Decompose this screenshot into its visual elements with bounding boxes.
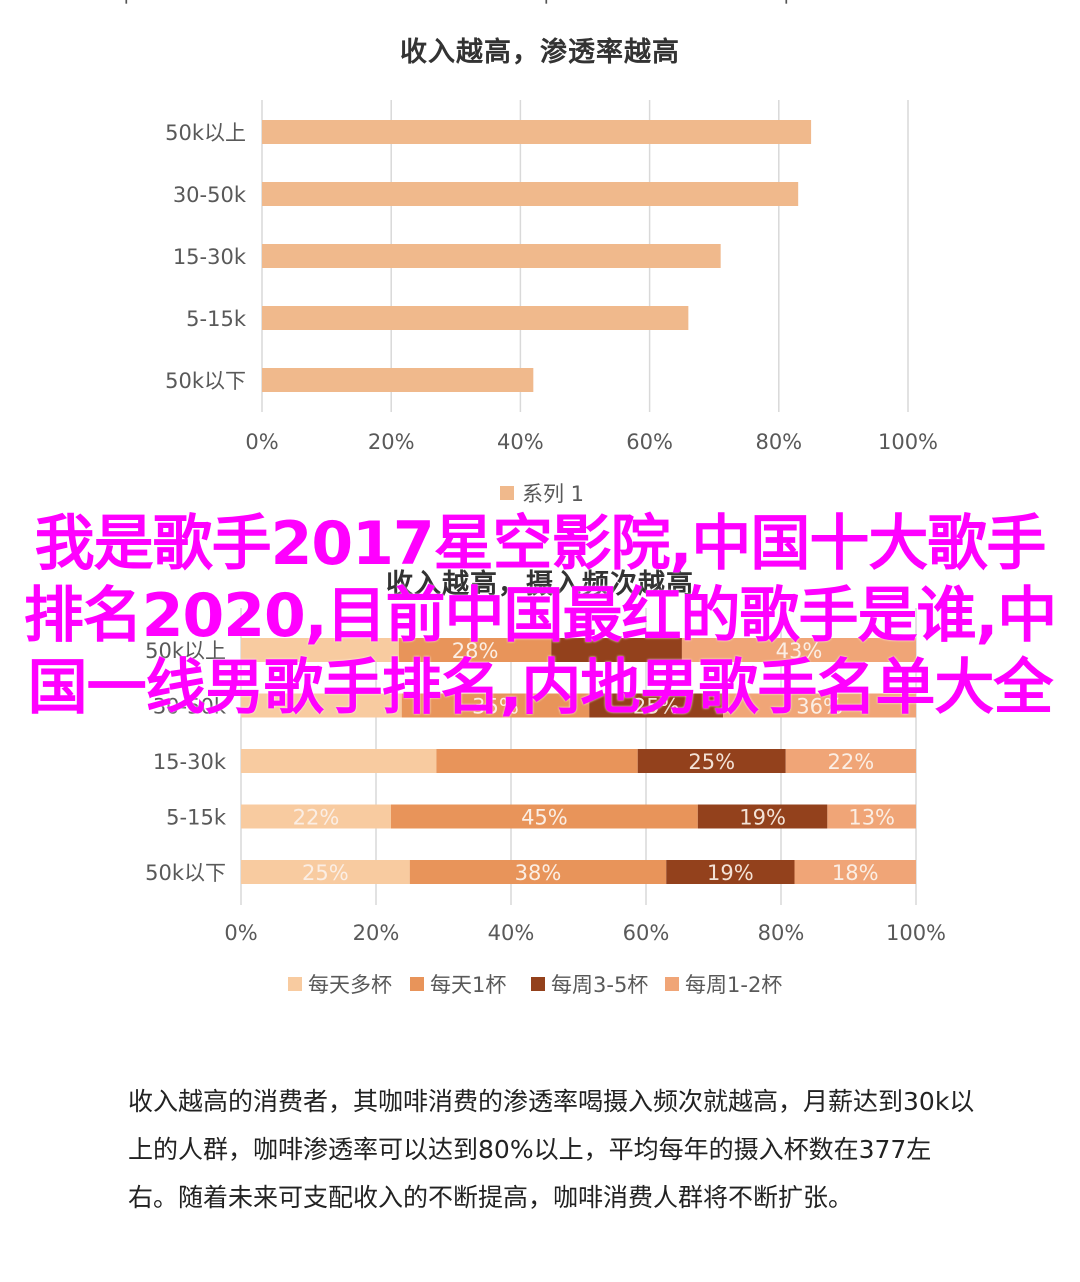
- legend-label: 每天多杯: [308, 973, 392, 997]
- data-label: 43%: [776, 639, 823, 663]
- bar: [262, 244, 721, 268]
- bar: [262, 306, 689, 330]
- x-tick-label: 100%: [886, 921, 946, 945]
- y-category-label: 30-50k: [173, 183, 247, 207]
- legend-swatch: [531, 977, 545, 991]
- stacked-segment: [241, 749, 437, 773]
- stacked-segment: [637, 749, 786, 773]
- stacked-segment: [241, 804, 391, 829]
- chart1-title: 收入越高，渗透率越高: [400, 37, 680, 68]
- y-category-label: 15-30k: [173, 245, 247, 269]
- x-tick-label: 80%: [755, 430, 802, 454]
- stacked-segment: [409, 860, 667, 884]
- data-label: 22%: [293, 806, 340, 830]
- y-category-label: 5-15k: [186, 307, 247, 331]
- data-label: 22%: [828, 750, 875, 774]
- legend-label: 系列 1: [522, 482, 584, 506]
- x-tick-label: 100%: [878, 430, 938, 454]
- cropped-text-fragment: ᅵ ᅵ ᅵ: [0, 0, 1080, 14]
- overlay-headline: 我是歌手2017星空影院,中国十大歌手排名2020,目前中国最红的歌手是谁,中国…: [23, 509, 1058, 723]
- bar: [262, 120, 812, 144]
- stacked-segment: [241, 693, 402, 718]
- data-label: 36%: [796, 695, 843, 719]
- top-fragment: ᅵ: [770, 0, 791, 14]
- y-category-label: 50k以上: [145, 639, 226, 663]
- x-tick-label: 80%: [758, 921, 805, 945]
- stacked-segment: [551, 638, 682, 662]
- stacked-segment: [681, 638, 916, 662]
- data-label: 13%: [848, 806, 895, 830]
- data-label: 38%: [515, 861, 562, 885]
- y-category-label: 5-15k: [166, 806, 227, 830]
- data-label: 45%: [521, 806, 568, 830]
- top-fragment: ᅵ: [530, 0, 551, 14]
- data-label: 25%: [688, 750, 735, 774]
- y-category-label: 15-30k: [153, 750, 227, 774]
- top-fragment: ᅵ: [110, 0, 131, 14]
- x-tick-label: 0%: [245, 430, 278, 454]
- stacked-segment: [785, 749, 916, 773]
- penetration-bar-chart: 0% 20% 40% 60% 80% 100% 50k以上 30-50k 15-30k 5-15k…: [165, 100, 938, 506]
- x-tick-label: 60%: [626, 430, 673, 454]
- y-category-label: 50k以下: [145, 861, 226, 885]
- x-tick-label: 0%: [224, 921, 257, 945]
- body-paragraph: 收入越高的消费者，其咖啡消费的渗透率喝摄入频次就越高，月薪达到30k以上的人群，…: [128, 1087, 975, 1212]
- x-tick-label: 40%: [488, 921, 535, 945]
- legend-swatch: [288, 977, 302, 991]
- y-category-label: 50k以上: [165, 121, 246, 145]
- data-label: 19%: [707, 861, 754, 885]
- stacked-segment: [241, 860, 410, 884]
- stacked-segment: [666, 860, 795, 884]
- stacked-segment: [391, 804, 698, 829]
- data-label: 25%: [633, 695, 680, 719]
- stacked-segment: [827, 804, 916, 829]
- x-tick-label: 20%: [353, 921, 400, 945]
- stacked-segment: [723, 693, 916, 718]
- x-tick-label: 40%: [497, 430, 544, 454]
- legend-swatch: [410, 977, 424, 991]
- stacked-segment: [436, 749, 638, 773]
- legend-swatch: [665, 977, 679, 991]
- stacked-segment: [241, 638, 399, 662]
- chart2-title: 收入越高，摄入频次越高: [386, 569, 694, 600]
- legend-label: 每天1杯: [430, 973, 506, 997]
- stacked-segment: [398, 638, 552, 662]
- x-tick-label: 60%: [623, 921, 670, 945]
- y-category-label: 30-50k: [153, 695, 227, 719]
- data-label: 35%: [472, 695, 519, 719]
- data-label: 28%: [452, 639, 499, 663]
- legend-label: 每周3-5杯: [551, 973, 648, 997]
- stacked-segment: [589, 693, 724, 718]
- bar: [262, 368, 534, 392]
- frequency-stacked-bar-chart: 0% 20% 40% 60% 80% 100% 50k以上 28% 43% 30-50k 35% 25…: [145, 608, 946, 997]
- legend-swatch: [500, 486, 514, 500]
- stacked-segment: [401, 693, 590, 718]
- bar: [262, 182, 799, 206]
- x-tick-label: 20%: [368, 430, 415, 454]
- y-category-label: 50k以下: [165, 369, 246, 393]
- stacked-segment: [697, 804, 828, 829]
- data-label: 19%: [739, 806, 786, 830]
- data-label: 18%: [832, 861, 879, 885]
- legend-label: 每周1-2杯: [685, 973, 782, 997]
- stacked-segment: [794, 860, 916, 884]
- data-label: 25%: [302, 861, 349, 885]
